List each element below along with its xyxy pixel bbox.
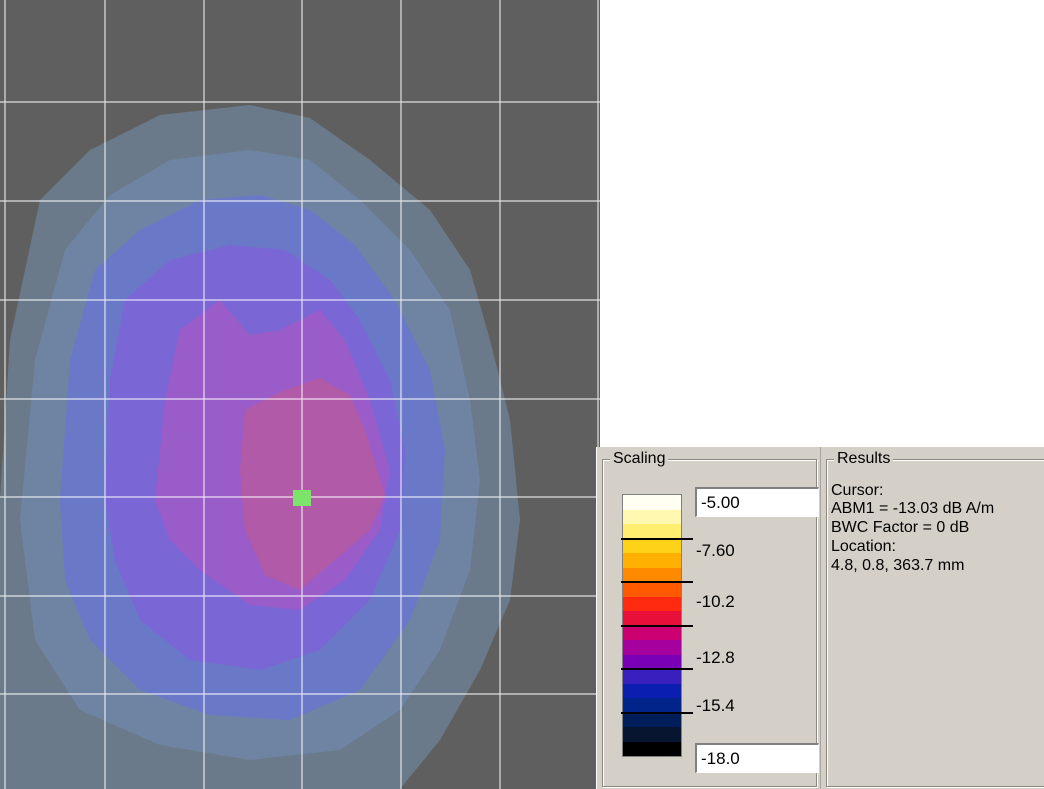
results-title: Results [834, 451, 894, 467]
scale-tick-label: -10.2 [696, 592, 735, 611]
color-scale-segment [623, 611, 681, 626]
color-scale-segment [623, 509, 681, 524]
color-scale-tick-line [621, 711, 693, 714]
scale-max-input[interactable] [695, 487, 819, 517]
color-scale-segment [623, 567, 681, 582]
color-scale-bar [621, 494, 693, 757]
abm1-value: ABM1 = -13.03 dB A/m [831, 500, 995, 517]
color-scale-segment [623, 524, 681, 539]
cursor-marker[interactable] [293, 490, 311, 506]
cursor-label: Cursor: [831, 482, 884, 499]
scale-tick-label: -12.8 [696, 648, 735, 667]
color-scale-segment [623, 727, 681, 742]
bwc-factor-value: BWC Factor = 0 dB [831, 519, 970, 536]
color-scale-segment [623, 683, 681, 698]
color-scale-segment [623, 669, 681, 684]
scaling-panel: Scaling -7.60 -10.2 -12.8 -15.4 [596, 447, 820, 789]
color-scale-tick-line [621, 581, 693, 583]
scaling-groupbox [602, 459, 817, 787]
color-scale-segment [623, 495, 681, 510]
color-scale-tick-line [621, 537, 693, 540]
color-scale-segment [623, 654, 681, 669]
results-groupbox [826, 459, 1044, 787]
color-scale-segment [623, 596, 681, 611]
contour-level-6 [240, 378, 385, 590]
color-scale-segment [623, 698, 681, 713]
scale-min-input[interactable] [695, 743, 819, 773]
results-panel: Results Cursor: ABM1 = -13.03 dB A/m BWC… [820, 447, 1044, 789]
color-scale-tick-line [621, 668, 693, 670]
color-scale-segment [623, 640, 681, 655]
location-value: 4.8, 0.8, 363.7 mm [831, 557, 965, 574]
color-scale-segment [623, 625, 681, 640]
scale-tick-label: -15.4 [696, 696, 735, 715]
location-label: Location: [831, 538, 896, 555]
field-plot[interactable] [0, 0, 600, 789]
field-contour-map[interactable] [0, 0, 600, 789]
color-scale-segment [623, 712, 681, 727]
scale-tick-label: -7.60 [696, 541, 735, 560]
color-scale-segment [623, 582, 681, 597]
scaling-title: Scaling [610, 451, 669, 467]
color-scale-segment [623, 538, 681, 553]
color-scale-segment [623, 553, 681, 568]
color-scale-tick-line [621, 624, 693, 627]
color-scale-segment [623, 741, 681, 756]
